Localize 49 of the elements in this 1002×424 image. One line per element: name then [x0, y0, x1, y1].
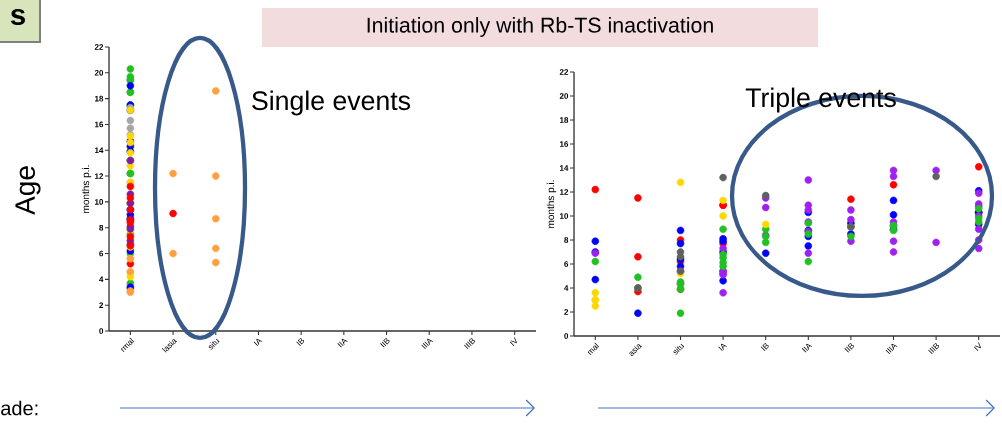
x-tick-label: situ	[208, 338, 220, 350]
y-tick-label: 14	[560, 165, 569, 171]
y-tick-label: 20	[94, 69, 104, 76]
x-tick-label: IIA	[337, 338, 348, 348]
y-axis-title: months p.i.	[546, 180, 557, 228]
y-tick-label: 18	[560, 117, 569, 123]
x-tick-label: IIB	[380, 338, 390, 348]
x-tick-label: IB	[760, 343, 769, 351]
annotation: Single events	[252, 90, 411, 116]
x-tick-label: IIIA	[885, 343, 898, 355]
y-tick-label: 4	[564, 285, 569, 291]
y-tick-label: 22	[559, 69, 569, 75]
text: ade:	[1, 400, 38, 416]
x-tick-label: IV	[973, 342, 981, 351]
y-tick-label: 4	[99, 276, 104, 283]
x-tick-label: IB	[296, 338, 305, 346]
x-tick-label: mal	[587, 342, 600, 356]
y-tick-label: 12	[95, 173, 104, 179]
y-tick-label: 20	[559, 93, 569, 99]
x-tick-label: situ	[673, 343, 685, 355]
y-tick-label: 16	[95, 121, 104, 128]
text: Age	[15, 166, 41, 215]
y-tick-label: 14	[95, 147, 104, 154]
x-tick-label: IV	[509, 337, 517, 346]
y-tick-label: 6	[564, 261, 569, 267]
y-tick-label: 22	[94, 44, 104, 50]
x-tick-label: IIB	[844, 343, 854, 353]
x-tick-label: IIIB	[464, 338, 475, 350]
x-tick-label: asia	[629, 344, 642, 357]
y-tick-label: 6	[99, 250, 104, 257]
y-tick-label: 0	[564, 333, 569, 339]
x-tick-label: IIIA	[421, 338, 434, 350]
y-axis-title: months p.i.	[81, 165, 92, 213]
y-tick-label: 0	[99, 328, 104, 334]
x-tick-label: IA	[718, 343, 727, 351]
y-tick-label: 2	[99, 302, 104, 308]
y-tick-label: 10	[95, 199, 104, 205]
y-tick-label: 18	[95, 95, 104, 102]
chart-title: Initiation only with Rb-TS inactivation	[367, 17, 713, 37]
text: s	[10, 8, 25, 26]
y-tick-label: 12	[560, 189, 569, 195]
y-tick-label: 8	[99, 224, 104, 231]
y-tick-label: 10	[560, 213, 569, 219]
x-tick-label: IA	[253, 338, 263, 346]
y-tick-label: 8	[564, 237, 569, 243]
y-tick-label: 16	[560, 141, 569, 147]
y-tick-label: 2	[564, 309, 569, 315]
x-tick-label: IIIB	[928, 343, 940, 355]
x-tick-label: IIA	[801, 343, 813, 353]
